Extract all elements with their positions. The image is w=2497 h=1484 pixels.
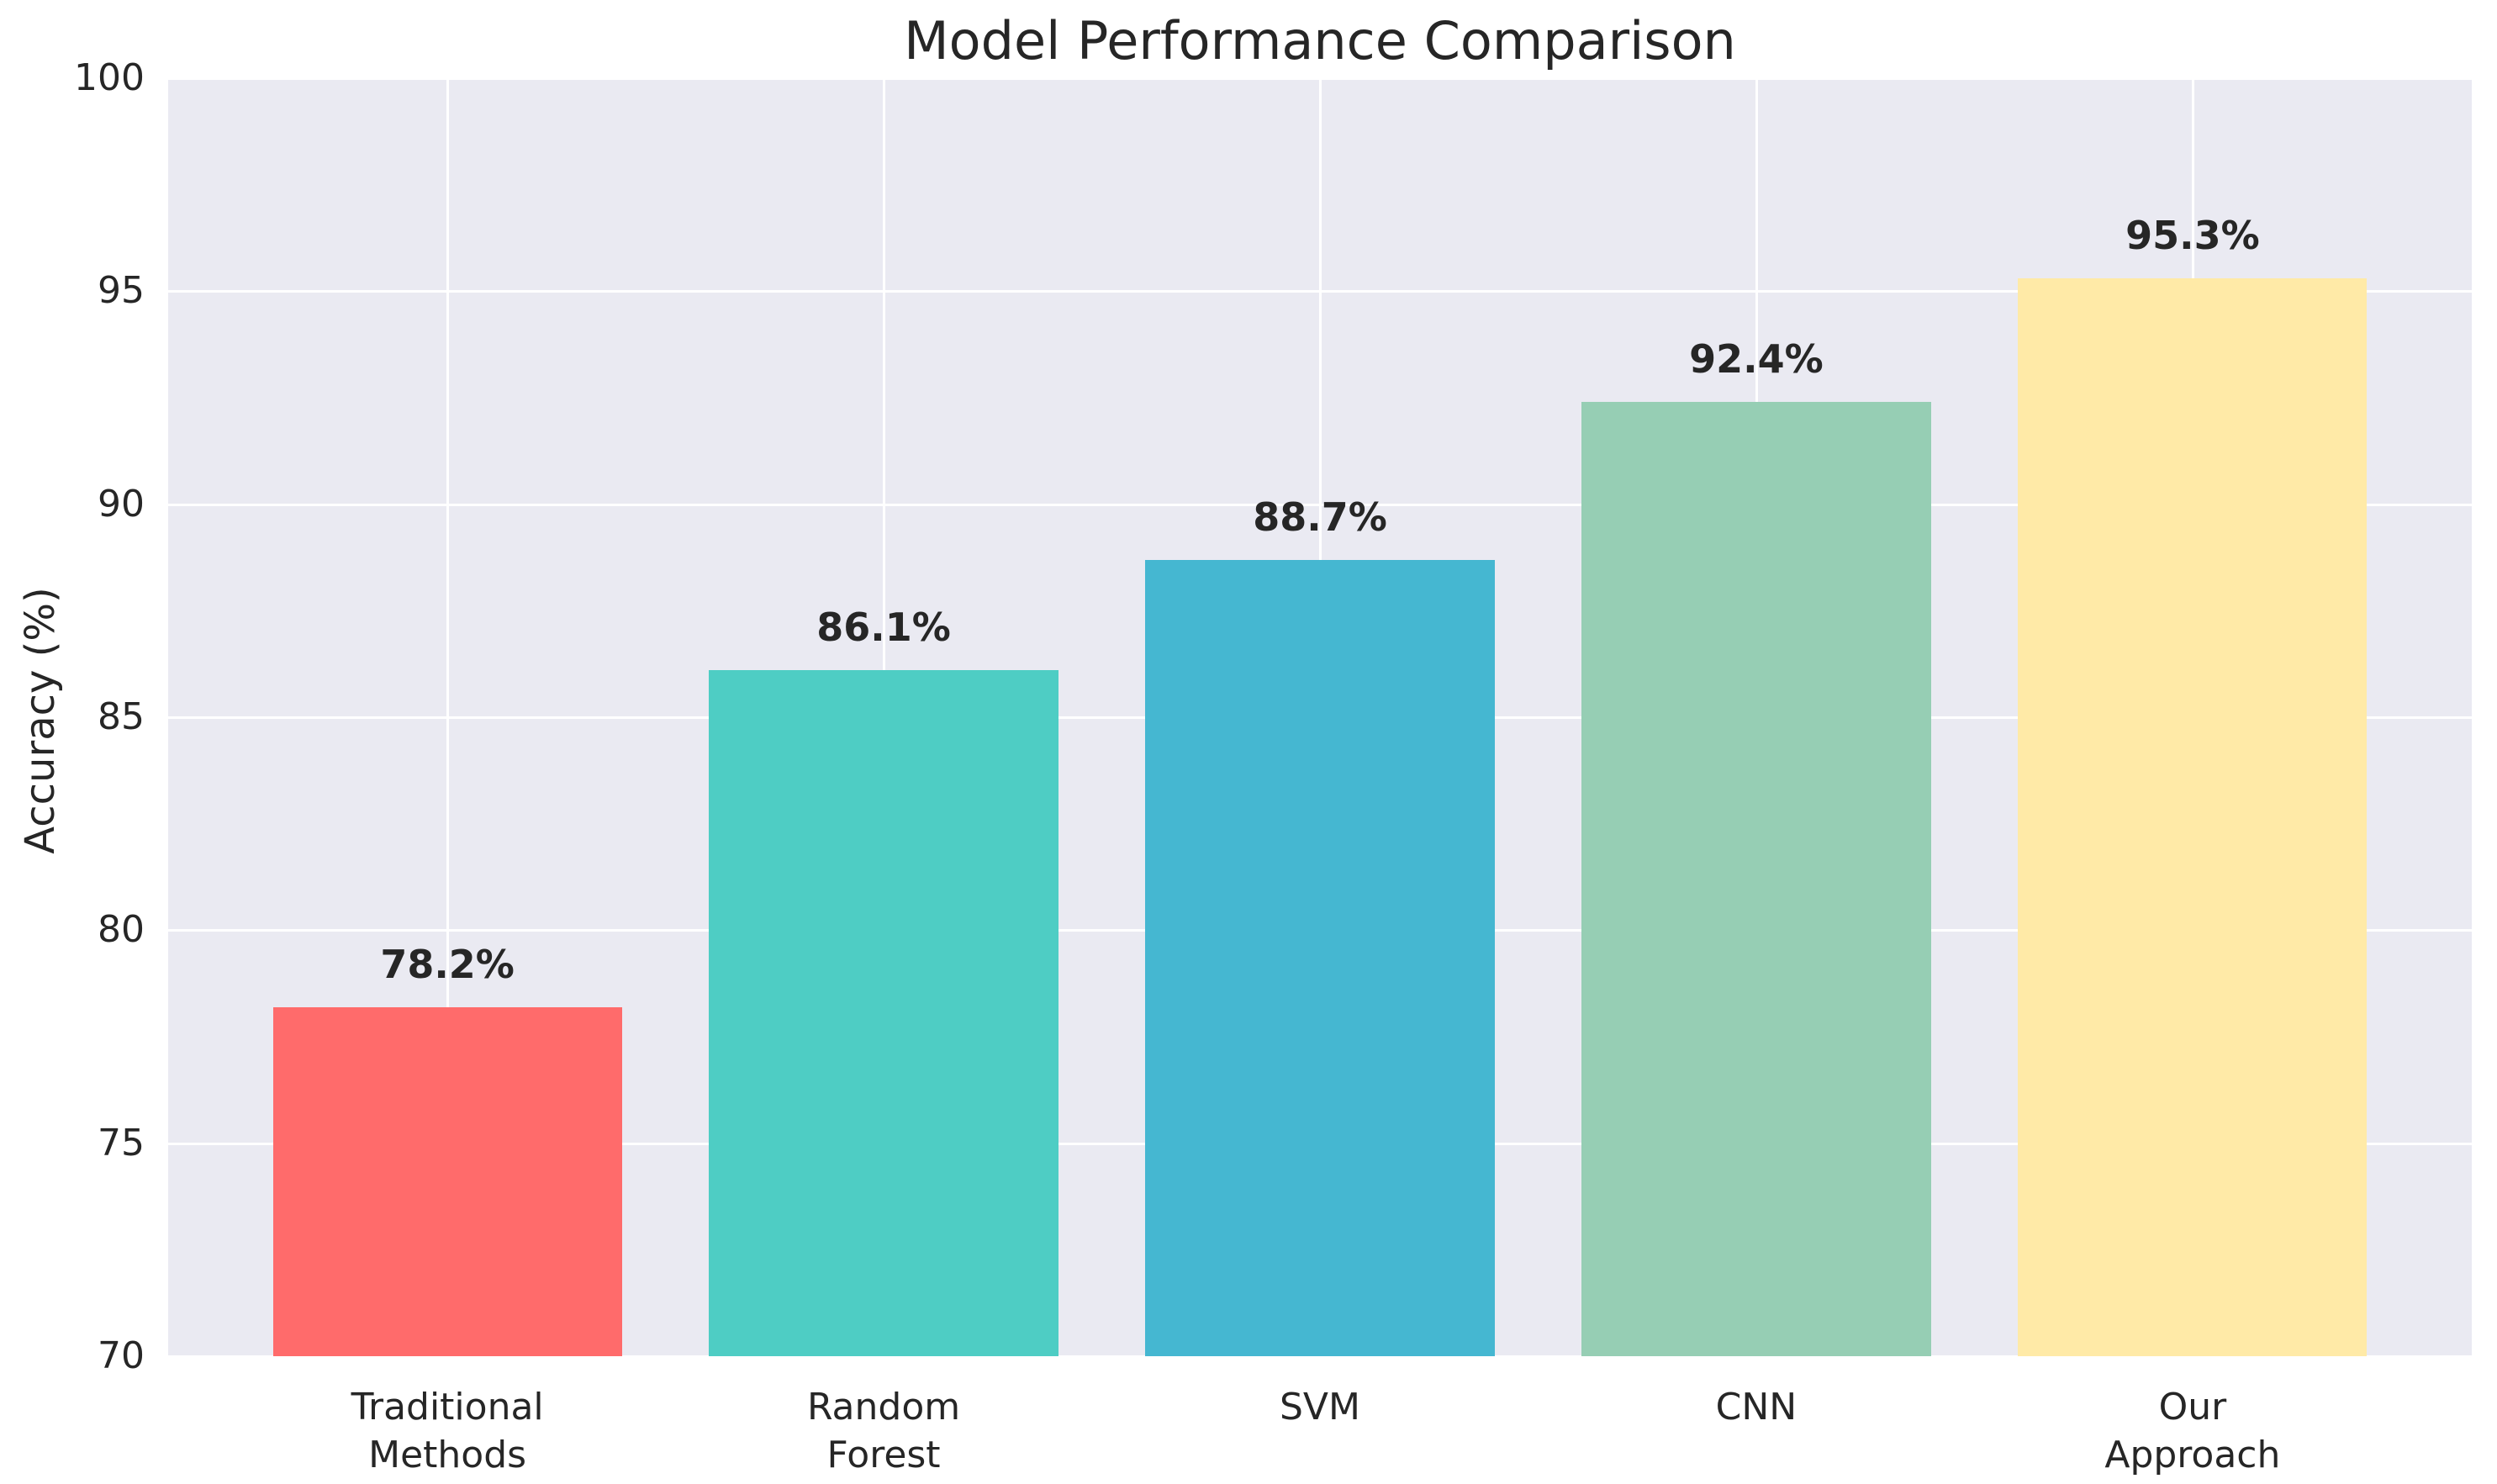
x-tick-label-line: Methods <box>368 1434 527 1476</box>
y-tick-label-80: 80 <box>98 908 145 952</box>
gridline-h-70 <box>168 1355 2472 1358</box>
x-tick-label-line: Our <box>2158 1386 2227 1429</box>
x-tick-label-line: CNN <box>1715 1386 1798 1429</box>
y-tick-label-90: 90 <box>98 482 145 525</box>
bar-traditional-methods <box>272 1006 622 1356</box>
y-tick-label-100: 100 <box>74 56 145 99</box>
bar-value-label-random-forest: 86.1% <box>816 605 951 651</box>
bar-value-label-our-approach: 95.3% <box>2125 213 2260 259</box>
bar-value-label-traditional-methods: 78.2% <box>380 941 515 987</box>
bar-our-approach <box>2018 278 2368 1356</box>
x-tick-label-line: SVM <box>1280 1386 1360 1429</box>
plot-area <box>168 77 2472 1358</box>
y-tick-label-70: 70 <box>98 1334 145 1377</box>
y-tick-label-75: 75 <box>98 1121 145 1164</box>
x-tick-label-svm: SVM <box>1068 1383 1572 1431</box>
x-tick-label-line: Traditional <box>351 1386 544 1429</box>
bar-svm <box>1145 559 1495 1356</box>
y-tick-label-85: 85 <box>98 695 145 738</box>
gridline-v-traditional-methods <box>446 78 450 1356</box>
bar-random-forest <box>709 670 1058 1356</box>
x-tick-label-traditional-methods: Traditional Methods <box>195 1383 699 1479</box>
chart-title: Model Performance Comparison <box>904 10 1736 71</box>
x-tick-label-cnn: CNN <box>1504 1383 2009 1431</box>
y-tick-label-95: 95 <box>98 269 145 313</box>
x-tick-label-line: Forest <box>826 1434 941 1476</box>
x-tick-label-line: Random <box>806 1386 961 1429</box>
bar-cnn <box>1581 402 1931 1356</box>
x-tick-label-line: Approach <box>2104 1434 2281 1476</box>
bar-value-label-cnn: 92.4% <box>1689 336 1824 383</box>
x-tick-label-random-forest: Random Forest <box>631 1383 1136 1479</box>
bar-value-label-svm: 88.7% <box>1253 494 1387 540</box>
x-tick-label-our-approach: Our Approach <box>1940 1383 2445 1479</box>
